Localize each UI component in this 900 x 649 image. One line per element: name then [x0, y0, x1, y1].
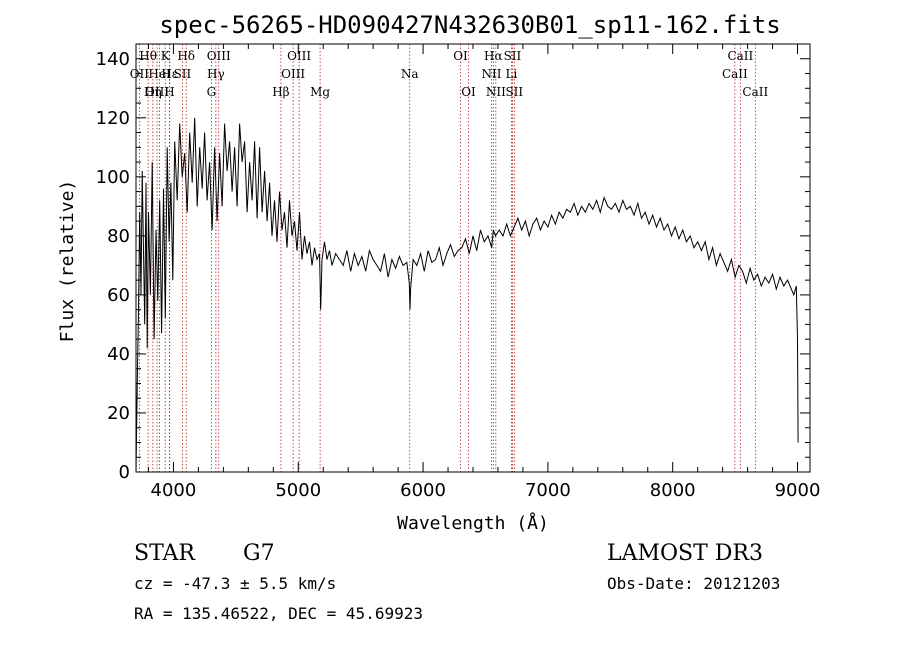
spectral-line-label: Hθ — [139, 49, 157, 63]
x-axis-label: Wavelength (Å) — [397, 512, 549, 534]
chart-title: spec-56265-HD090427N432630B01_sp11-162.f… — [159, 11, 780, 39]
spectral-line-label: Hβ — [272, 85, 289, 99]
y-tick-label: 0 — [119, 462, 130, 483]
object-class: STAR — [134, 541, 196, 566]
x-tick-label: 6000 — [400, 480, 446, 501]
x-tick-label: 7000 — [525, 480, 571, 501]
spectral-line-label: Hε — [161, 67, 178, 81]
y-axis-label: Flux (relative) — [57, 180, 78, 343]
coords-text: RA = 135.46522, DEC = 45.69923 — [134, 604, 423, 623]
series-flux — [135, 117, 799, 473]
spectral-line-label: CaII — [742, 85, 768, 99]
y-tick-label: 60 — [107, 285, 130, 306]
spectral-line-label: OIII — [287, 49, 311, 63]
spectral-line-label: G — [207, 85, 217, 99]
x-tick-label: 4000 — [151, 480, 197, 501]
redshift-text: cz = -47.3 ± 5.5 km/s — [134, 574, 336, 593]
obs-date: Obs-Date: 20121203 — [607, 574, 780, 593]
subclass: G7 — [243, 541, 275, 566]
spectral-line-label: OIII — [145, 85, 169, 99]
x-tick-label: 8000 — [650, 480, 696, 501]
spectral-line-label: Hδ — [177, 49, 195, 63]
spectral-line-label: Mg — [310, 85, 330, 99]
spectral-line-markers — [138, 44, 756, 472]
spectral-line-label: OIII — [207, 49, 231, 63]
spectral-line-label: HeI — [148, 67, 171, 81]
spectral-line-label: NII — [486, 85, 506, 99]
spectral-line-label: SII — [505, 85, 523, 99]
y-tick-label: 80 — [107, 226, 130, 247]
spectral-line-label: NII — [481, 67, 501, 81]
survey-name: LAMOST DR3 — [607, 541, 763, 566]
y-tick-label: 100 — [96, 167, 130, 188]
x-tick-label: 5000 — [275, 480, 321, 501]
y-axis: 0 20 40 60 80 100 120 140 — [96, 43, 810, 483]
spectral-line-label: H — [164, 85, 174, 99]
y-tick-label: 20 — [107, 403, 130, 424]
spectral-line-label: SII — [174, 67, 192, 81]
spectral-line-label: CaII — [727, 49, 753, 63]
x-axis: 4000 5000 6000 7000 8000 9000 — [147, 44, 821, 501]
spectral-line-label: CaII — [722, 67, 748, 81]
x-tick-label: 9000 — [775, 480, 821, 501]
y-tick-label: 140 — [96, 49, 130, 70]
y-tick-label: 40 — [107, 344, 130, 365]
spectral-line-label: Hα — [484, 49, 503, 63]
spectral-line-label: K — [161, 49, 171, 63]
y-tick-label: 120 — [96, 108, 130, 129]
spectral-line-label: SII — [504, 49, 522, 63]
spectral-line-label: Hη — [144, 85, 162, 99]
spectral-line-label: Li — [506, 67, 518, 81]
spectral-line-label: Na — [401, 67, 419, 81]
spectral-line-label: OIII — [281, 67, 305, 81]
spectral-line-label: OI — [453, 49, 468, 63]
spectral-line-label: OI — [461, 85, 476, 99]
spectral-line-label: Hγ — [207, 67, 225, 81]
